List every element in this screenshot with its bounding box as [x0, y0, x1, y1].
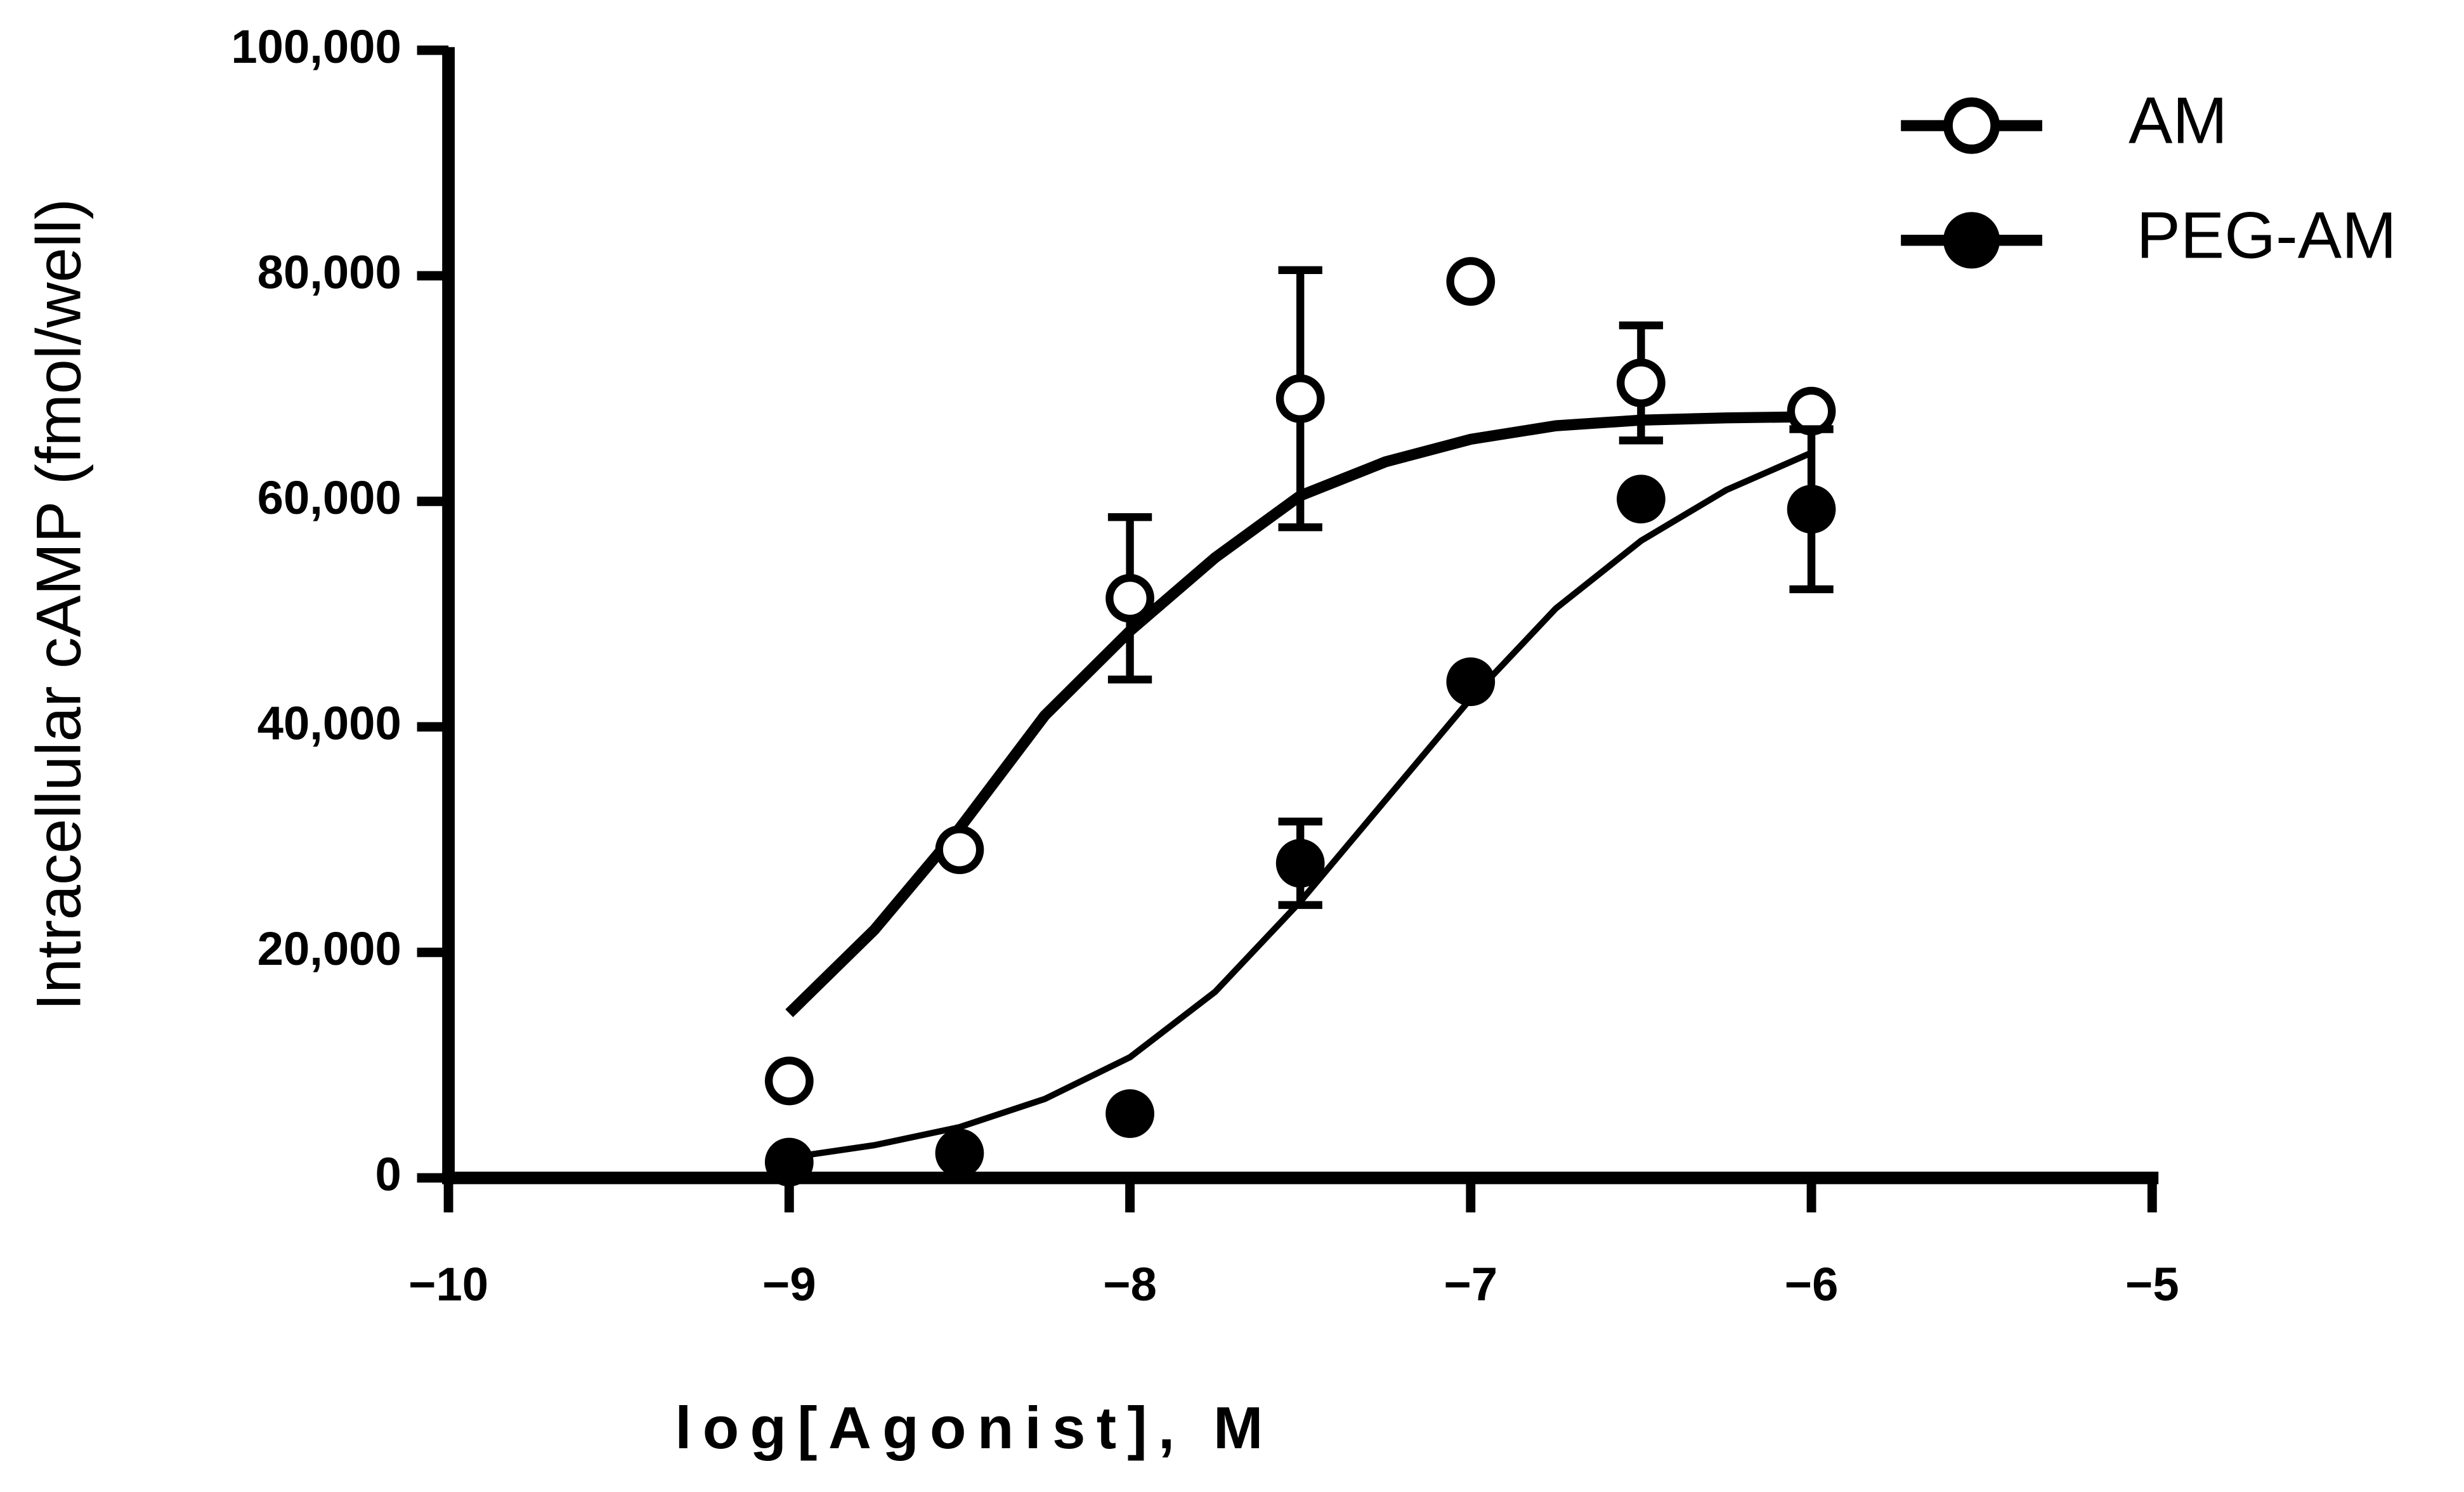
data-point [1446, 257, 1496, 306]
data-point [935, 825, 984, 874]
x-tick-label: −9 [762, 1258, 816, 1311]
x-tick-label: −7 [1444, 1258, 1497, 1311]
y-tick-label: 0 [375, 1148, 401, 1200]
data-point [1275, 374, 1325, 423]
data-point [764, 1137, 814, 1187]
legend-label: PEG-AM [2137, 199, 2397, 272]
legend-label: AM [2128, 84, 2227, 158]
data-point [1105, 1089, 1154, 1138]
legend-marker [1943, 212, 2000, 269]
x-tick-label: −6 [1785, 1258, 1839, 1311]
y-tick-label: 60,000 [257, 471, 401, 524]
y-tick-label: 20,000 [257, 922, 401, 975]
data-point [935, 1129, 984, 1178]
legend-marker [1943, 97, 2000, 154]
data-point [1275, 839, 1325, 888]
x-axis-label: log[Agonist], M [675, 1394, 1274, 1461]
x-tick-label: −10 [408, 1258, 488, 1311]
y-tick-label: 80,000 [257, 245, 401, 298]
y-tick-label: 100,000 [231, 20, 401, 73]
x-tick-label: −5 [2125, 1258, 2179, 1311]
data-point [764, 1056, 814, 1106]
y-axis-label: Intracellular cAMP (fmol/well) [23, 199, 94, 1011]
fit-curve [788, 450, 1813, 1161]
y-tick-label: 40,000 [257, 697, 401, 749]
data-point [1446, 657, 1496, 707]
data-point [1787, 485, 1836, 534]
data-point [1617, 358, 1665, 407]
data-point [1105, 573, 1154, 623]
x-tick-label: −8 [1103, 1258, 1157, 1311]
data-point [1617, 474, 1665, 524]
